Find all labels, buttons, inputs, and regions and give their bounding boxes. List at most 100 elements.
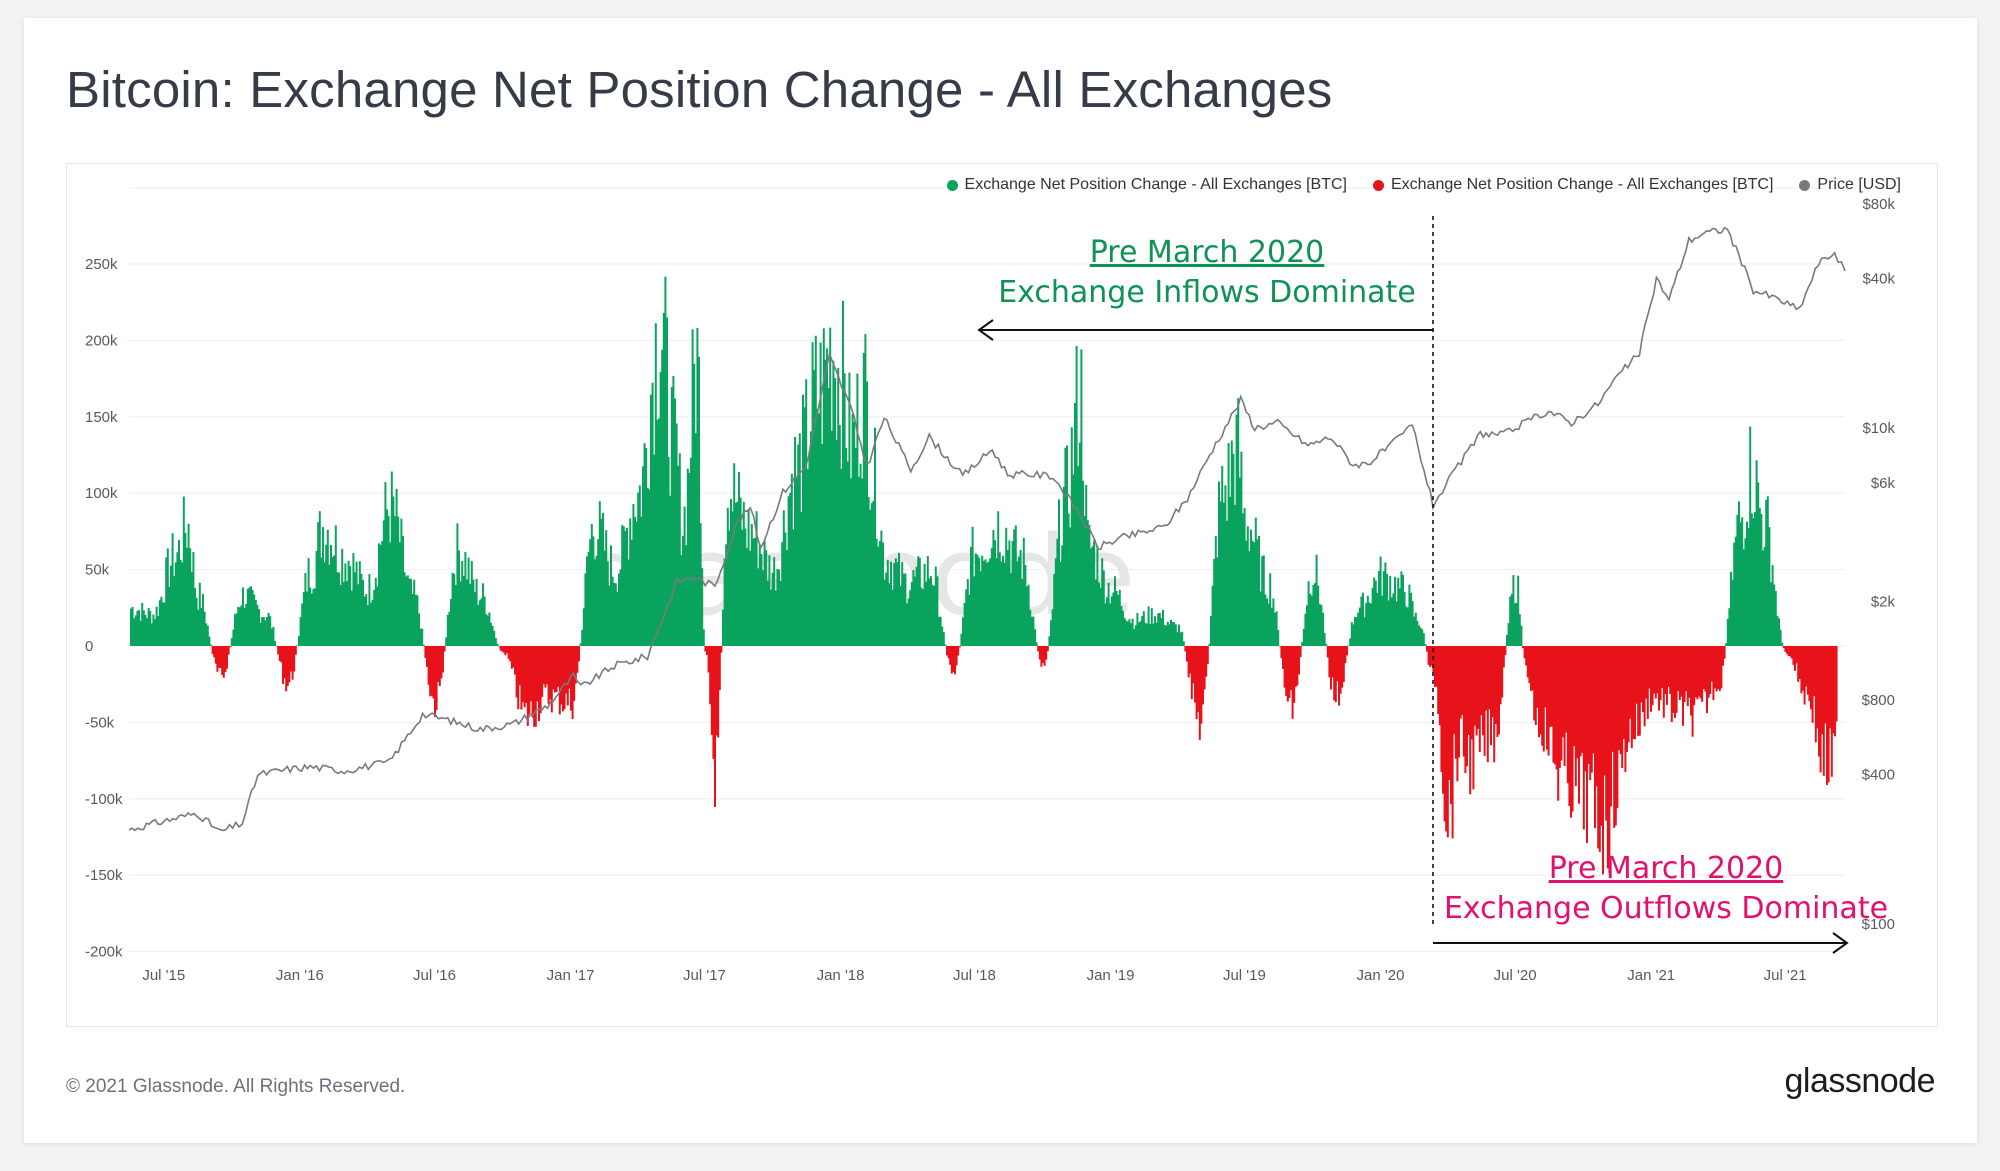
net-position-bar-445 [842, 300, 844, 646]
net-position-bar-484 [904, 573, 907, 646]
net-position-bar-984 [1704, 646, 1707, 692]
net-position-bar-59 [224, 646, 227, 673]
net-position-bar-392 [757, 568, 760, 646]
net-position-bar-404 [776, 569, 779, 646]
net-position-bar-345 [682, 535, 684, 646]
net-position-bar-777 [1373, 577, 1376, 646]
net-position-bar-1052 [1813, 646, 1816, 697]
arrow-right-icon [1832, 932, 1849, 954]
net-position-bar-475 [890, 561, 892, 646]
net-position-bar-740 [1314, 583, 1316, 646]
net-position-bar-609 [1104, 603, 1107, 646]
net-position-bar-594 [1080, 349, 1083, 646]
net-position-bar-944 [1640, 646, 1643, 703]
net-position-bar-716 [1275, 611, 1278, 646]
net-position-bar-337 [669, 495, 672, 646]
net-position-bar-599 [1088, 525, 1091, 646]
net-position-bar-41 [195, 597, 198, 646]
net-position-bar-778 [1374, 580, 1377, 646]
net-position-bar-1009 [1744, 538, 1747, 646]
net-position-bar-176 [411, 593, 414, 646]
net-position-bar-231 [499, 646, 502, 651]
net-position-bar-661 [1187, 646, 1190, 678]
net-position-bar-166 [395, 489, 398, 646]
net-position-bar-321 [643, 443, 646, 646]
legend-label-inflow: Exchange Net Position Change - All Excha… [964, 176, 1347, 193]
net-position-bar-115 [314, 588, 316, 646]
net-position-bar-710 [1266, 598, 1268, 646]
net-position-bar-93 [278, 646, 281, 662]
net-position-bar-1030 [1778, 618, 1780, 646]
net-position-bar-441 [835, 440, 838, 646]
net-position-bar-241 [515, 646, 518, 698]
x-tick-label: Jul '17 [683, 967, 726, 984]
net-position-bar-558 [1022, 537, 1025, 646]
net-position-bar-556 [1019, 549, 1022, 646]
net-position-bar-722 [1285, 646, 1288, 696]
net-position-bar-811 [1427, 646, 1430, 665]
net-position-bar-117 [317, 522, 320, 646]
net-position-bar-587 [1069, 527, 1072, 646]
net-position-bar-840 [1474, 646, 1476, 726]
net-position-bar-35 [186, 547, 188, 646]
net-position-bar-1010 [1746, 521, 1748, 646]
glassnode-logo[interactable]: glassnode [1784, 1062, 1935, 1100]
y-right-tick-label: $100 [1862, 916, 1895, 933]
net-position-bar-973 [1686, 646, 1689, 707]
net-position-bar-1039 [1792, 646, 1795, 665]
net-position-bar-542 [997, 511, 1000, 646]
net-position-bar-108 [302, 592, 305, 646]
net-position-bar-471 [883, 579, 886, 646]
legend-item-inflow[interactable]: Exchange Net Position Change - All Excha… [946, 176, 1347, 194]
net-position-bar-906 [1579, 646, 1582, 757]
net-position-bar-693 [1238, 477, 1241, 646]
net-position-bar-369 [720, 646, 723, 653]
net-position-bar-727 [1293, 646, 1296, 703]
net-position-bar-400 [770, 589, 772, 646]
legend-item-price[interactable]: Price [USD] [1799, 176, 1901, 194]
net-position-bar-743 [1318, 604, 1321, 646]
net-position-bar-807 [1421, 629, 1424, 646]
net-position-bar-648 [1166, 621, 1169, 646]
net-position-bar-347 [685, 545, 688, 646]
net-position-bar-860 [1506, 634, 1508, 646]
net-position-bar-95 [282, 646, 284, 684]
net-position-bar-380 [738, 472, 740, 646]
net-position-bar-734 [1304, 613, 1307, 646]
net-position-bar-615 [1114, 576, 1116, 646]
net-position-bar-1044 [1800, 646, 1803, 694]
net-position-bar-697 [1245, 540, 1248, 646]
net-position-bar-677 [1213, 558, 1216, 646]
net-position-bar-97 [285, 646, 288, 692]
net-position-bar-365 [714, 646, 716, 807]
legend-dot-outflow [1372, 179, 1384, 191]
net-position-bar-845 [1482, 646, 1484, 736]
net-position-bar-310 [626, 527, 628, 646]
net-position-bar-862 [1509, 596, 1512, 646]
legend-item-outflow[interactable]: Exchange Net Position Change - All Excha… [1372, 176, 1773, 194]
net-position-bar-695 [1242, 513, 1244, 646]
net-position-bar-208 [462, 575, 465, 646]
net-position-bar-190 [434, 646, 436, 717]
net-position-bar-61 [227, 646, 230, 655]
net-position-bar-680 [1218, 481, 1220, 646]
net-position-bar-19 [160, 596, 163, 646]
net-position-bar-512 [949, 646, 952, 665]
net-position-bar-744 [1320, 604, 1323, 646]
net-position-bar-489 [912, 570, 915, 646]
net-position-bar-785 [1386, 573, 1388, 646]
net-position-bar-353 [694, 433, 697, 646]
net-position-bar-922 [1605, 646, 1608, 821]
net-position-bar-125 [330, 545, 332, 646]
net-position-bar-233 [502, 646, 505, 653]
net-position-bar-455 [858, 476, 860, 646]
net-position-bar-320 [642, 466, 644, 646]
net-position-bar-138 [350, 590, 353, 646]
net-position-bar-705 [1258, 535, 1260, 646]
net-position-bar-676 [1211, 585, 1214, 646]
net-position-bar-307 [621, 525, 624, 646]
net-position-bar-564 [1032, 616, 1035, 646]
net-position-bar-818 [1438, 646, 1441, 726]
net-position-bar-272 [565, 646, 568, 694]
net-position-bar-876 [1531, 646, 1534, 691]
